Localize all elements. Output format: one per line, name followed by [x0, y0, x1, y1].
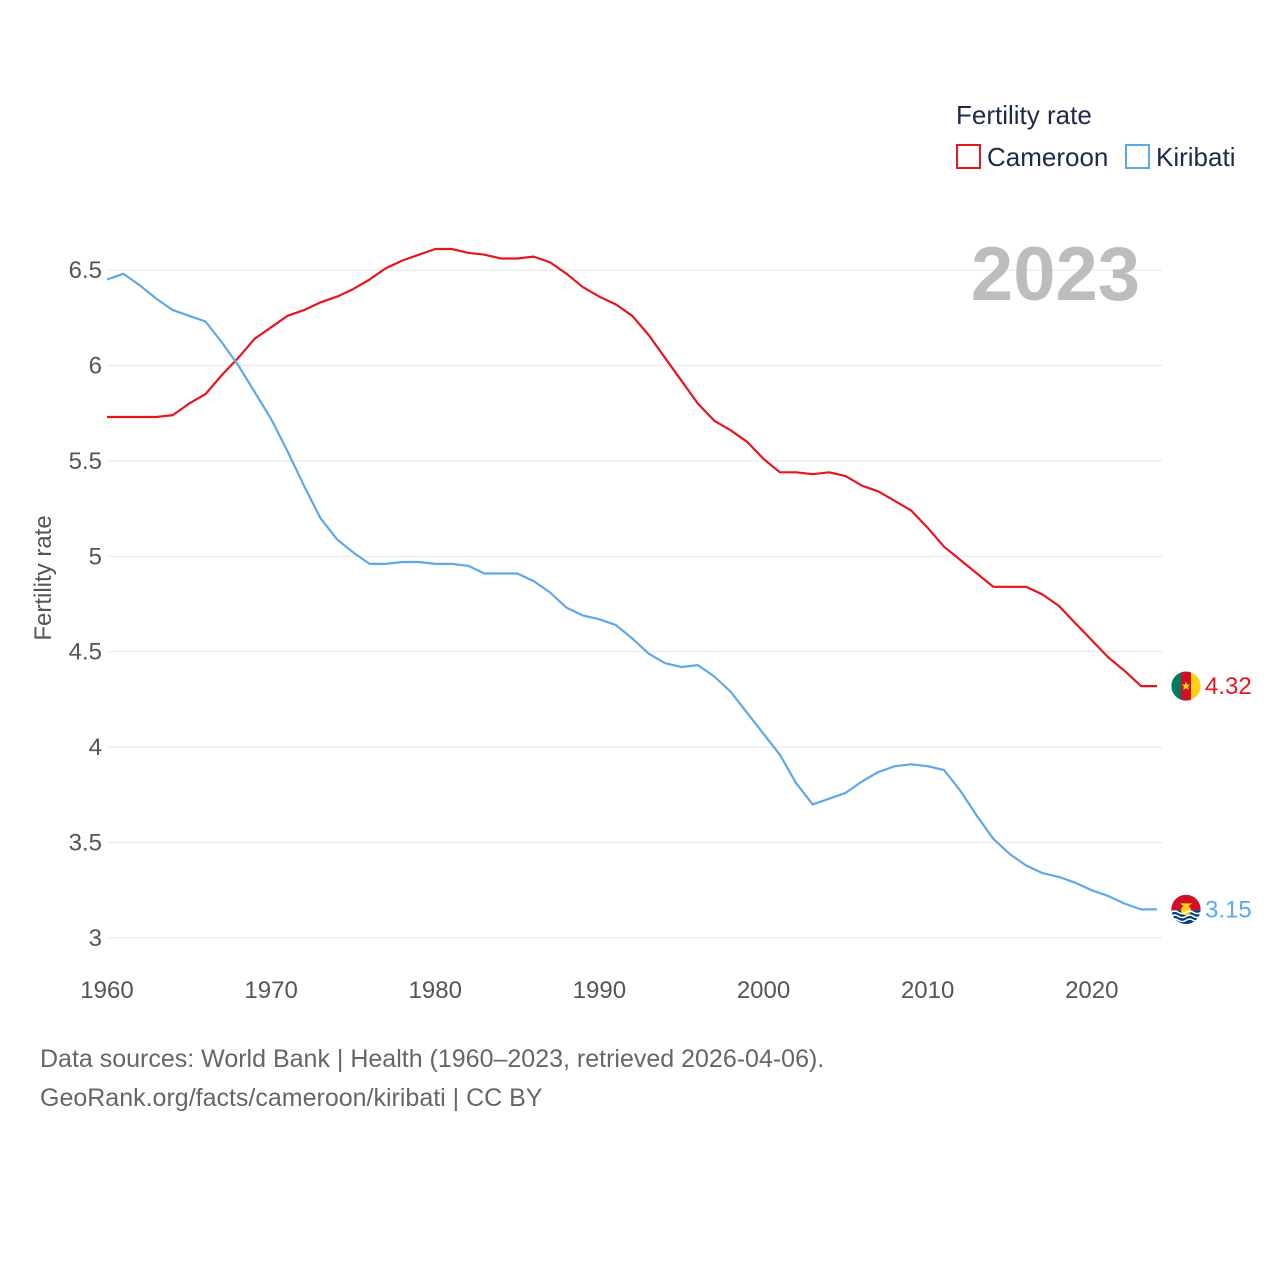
- cameroon-flag-icon: [1170, 670, 1202, 702]
- y-tick-label: 4.5: [69, 639, 102, 666]
- x-axis-ticks: 1960 1970 1980 1990 2000 2010 2020: [80, 977, 1118, 1004]
- source-line-1: Data sources: World Bank | Health (1960–…: [40, 1045, 825, 1073]
- legend-label: Cameroon: [987, 142, 1108, 172]
- year-label: 2023: [971, 232, 1140, 317]
- legend-swatch: [956, 144, 981, 169]
- series-line-kiribati[interactable]: [106, 272, 1157, 911]
- y-axis-ticks: 3 3.5 4 4.5 5 5.5 6 6.5: [69, 257, 102, 952]
- series-lines: [106, 247, 1157, 911]
- end-markers: 4.32 3.15: [1170, 670, 1252, 925]
- gridlines: [107, 269, 1162, 939]
- legend-item-kiribati[interactable]: Kiribati: [1125, 142, 1235, 172]
- x-tick-label: 1980: [409, 977, 462, 1004]
- y-tick-label: 3.5: [69, 830, 102, 857]
- y-tick-label: 6: [89, 352, 102, 379]
- series-line-cameroon[interactable]: [107, 247, 1157, 688]
- legend-item-cameroon[interactable]: Cameroon: [956, 142, 1108, 172]
- legend-title: Fertility rate: [956, 100, 1092, 130]
- kiribati-flag-icon: [1170, 893, 1202, 925]
- legend[interactable]: Fertility rate Cameroon Kiribati: [956, 100, 1235, 172]
- y-tick-label: 5: [89, 543, 102, 570]
- x-tick-label: 2010: [901, 977, 954, 1004]
- end-value-kiribati: 3.15: [1205, 896, 1252, 923]
- end-value-cameroon: 4.32: [1205, 673, 1252, 700]
- x-tick-label: 1990: [573, 977, 626, 1004]
- legend-swatch: [1125, 144, 1150, 169]
- x-tick-label: 2020: [1065, 977, 1118, 1004]
- x-tick-label: 2000: [737, 977, 790, 1004]
- x-tick-label: 1960: [80, 977, 133, 1004]
- y-tick-label: 6.5: [69, 257, 102, 284]
- y-tick-label: 5.5: [69, 448, 102, 475]
- y-tick-label: 3: [89, 925, 102, 952]
- x-tick-label: 1970: [244, 977, 297, 1004]
- y-tick-label: 4: [89, 734, 102, 761]
- legend-label: Kiribati: [1156, 142, 1235, 172]
- y-axis-label: Fertility rate: [30, 515, 57, 640]
- source-line-2[interactable]: GeoRank.org/facts/cameroon/kiribati | CC…: [40, 1084, 543, 1112]
